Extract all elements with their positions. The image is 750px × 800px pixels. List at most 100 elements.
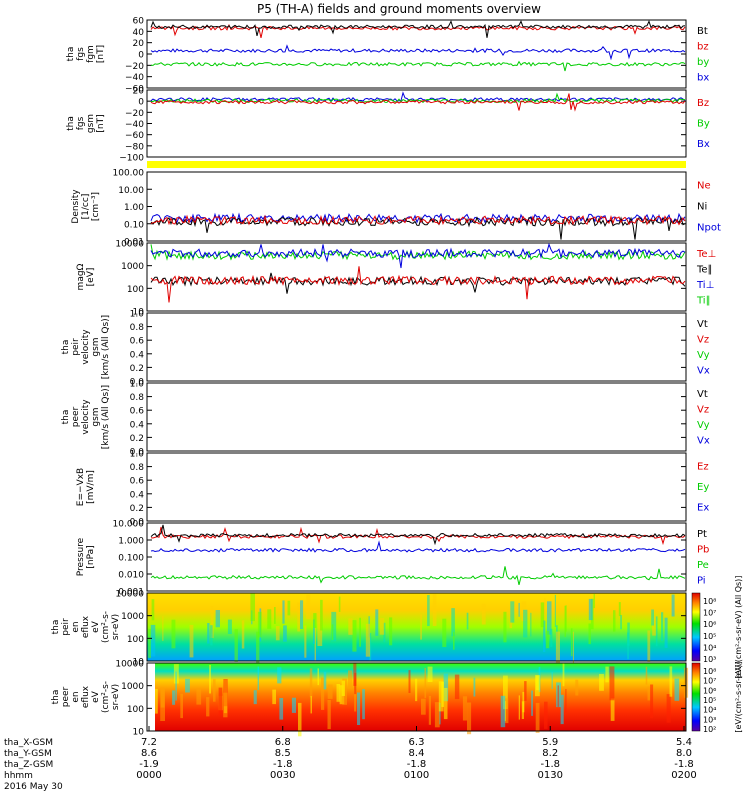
y-tick-label: −60	[125, 131, 144, 141]
spectrogram-texture	[362, 689, 365, 720]
spectrogram-texture	[317, 668, 319, 686]
spectrogram-texture	[530, 612, 532, 637]
legend-Te⊥: Te⊥	[696, 249, 716, 260]
spectrogram-texture	[150, 624, 156, 657]
legend-Pe: Pe	[697, 560, 709, 571]
spectrogram-texture	[267, 609, 272, 629]
y-tick-label: 10	[133, 308, 145, 318]
y-tick-label: 0.4	[130, 350, 145, 360]
y-tick-label: −40	[125, 73, 144, 83]
colorbar-tick-label: 10⁵	[703, 696, 716, 705]
spectrogram-texture	[443, 673, 449, 702]
spectrogram-texture	[627, 622, 630, 646]
x-tick-label-hhmm: 0000	[136, 770, 161, 781]
colorbar-peir-spec	[691, 592, 701, 662]
x-tick-label-hhmm: 0200	[671, 770, 696, 781]
y-tick-label: 1.0	[130, 310, 145, 320]
y-tick-label: 10000	[115, 240, 144, 250]
spectrogram-texture	[540, 602, 545, 628]
y-axis-label: magΩ	[76, 263, 86, 290]
panel-pressure: 10.000 1.000 0.100 0.010 0.001 Pressure [nPa] P…	[76, 520, 709, 598]
spectrogram-texture	[421, 698, 426, 715]
colorbar-tick-label: 10²	[703, 725, 716, 734]
y-tick-label: 1.00	[124, 203, 144, 213]
spectrogram-texture	[253, 690, 257, 705]
spectrogram-texture	[518, 695, 520, 720]
y-tick-label: 1000	[121, 612, 144, 622]
spectrogram-texture	[503, 675, 508, 710]
y-tick-label: 0.4	[130, 420, 145, 430]
spectrogram-texture	[647, 686, 651, 701]
trace-Ne	[150, 214, 686, 226]
spectrogram-texture	[279, 698, 284, 720]
spectrogram-texture	[655, 616, 658, 647]
spectrogram-texture	[341, 680, 345, 696]
y-tick-label: 0.001	[118, 588, 144, 598]
spectrogram-texture	[282, 600, 285, 624]
spectrogram-texture	[291, 697, 296, 713]
trace-By	[151, 92, 685, 104]
spectrogram-texture	[609, 666, 615, 701]
spectrogram-texture	[320, 599, 323, 631]
panel-peir-vel: 1.0 0.8 0.6 0.4 0.2 0.0 tha peir velocity gsm [km/…	[61, 310, 710, 388]
spectrogram-texture	[185, 678, 190, 693]
x-tick-label: 5.4	[676, 737, 692, 748]
spectrogram-texture	[189, 624, 194, 658]
spectrogram-texture	[546, 630, 550, 649]
legend-Vt: Vt	[697, 389, 708, 400]
figure-title: P5 (TH-A) fields and ground moments over…	[257, 2, 541, 16]
y-tick-label: 0.2	[130, 504, 144, 514]
spectrogram-texture	[535, 702, 540, 733]
spectrogram-texture	[309, 668, 313, 698]
spectrogram-texture	[180, 693, 183, 719]
spectrogram-texture	[375, 609, 379, 636]
y-axis-label: gsm	[91, 407, 101, 426]
colorbar-tick-label: 10⁶	[703, 620, 716, 629]
y-axis-label: velocity	[81, 399, 91, 435]
spectrogram-texture	[666, 694, 671, 723]
trace-Npot	[150, 212, 686, 224]
y-tick-label: 20	[133, 87, 145, 97]
y-tick-label: 100	[127, 285, 144, 295]
y-axis-label: sr-eV)	[111, 614, 121, 640]
y-axis-label: (cm²-s-	[101, 611, 111, 643]
spectrogram-texture	[557, 685, 559, 707]
time-row-label: hhmm	[4, 771, 33, 781]
spectrogram-texture	[443, 687, 448, 720]
panel-frame	[146, 592, 687, 662]
spectrogram-texture	[241, 620, 245, 649]
y-tick-label: 0	[138, 98, 144, 108]
y-tick-label: 0.010	[118, 571, 144, 581]
x-tick-label: -1.8	[273, 759, 293, 770]
y-tick-label: 10	[133, 728, 145, 738]
y-axis-label: fgs	[76, 47, 86, 61]
spectrogram-texture	[593, 594, 595, 609]
trace-bx	[150, 44, 686, 61]
trace-Te⊥	[150, 266, 686, 303]
legend-Vz: Vz	[697, 334, 709, 345]
separator-strip	[147, 161, 686, 168]
spectrogram-texture	[467, 702, 472, 735]
x-tick-label: 6.8	[275, 737, 291, 748]
y-axis-label: (cm²-s-	[101, 681, 111, 713]
spectrogram-texture	[560, 694, 564, 725]
y-axis-label: [nT]	[96, 114, 106, 132]
colorbar-peer-spec	[691, 662, 701, 732]
y-tick-label: 0.2	[130, 434, 144, 444]
y-tick-label: −40	[125, 120, 144, 130]
y-axis-label: fgm	[86, 45, 96, 63]
spectrogram-texture	[671, 594, 675, 617]
spectrogram-texture	[570, 628, 573, 657]
spectrogram-texture	[575, 679, 579, 696]
y-tick-label: 10.00	[118, 186, 144, 196]
y-axis-label: tha	[61, 410, 71, 425]
y-tick-label: −80	[125, 142, 144, 152]
spectrogram-texture	[547, 601, 552, 635]
y-axis-label: tha	[66, 47, 76, 62]
y-tick-label: 0.0	[130, 378, 145, 388]
trace-Te∥	[150, 272, 686, 294]
y-tick-label: 0.6	[130, 477, 145, 487]
spectrogram-texture	[275, 626, 280, 641]
y-tick-label: 10000	[115, 660, 144, 670]
